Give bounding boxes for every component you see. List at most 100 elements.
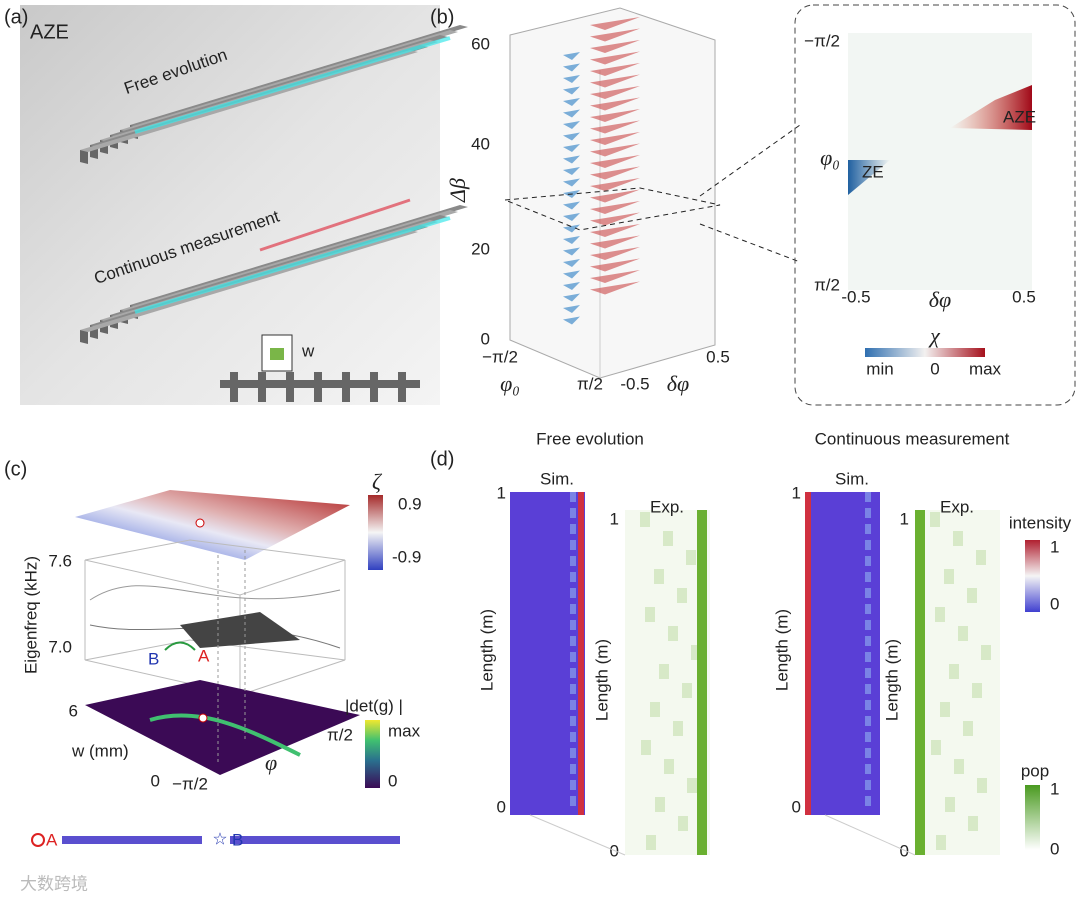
colorbar	[368, 495, 383, 570]
panel-text: Sim.	[835, 469, 869, 488]
z-tick-label: 7.0	[48, 637, 72, 656]
waveguide-arrays	[80, 25, 468, 344]
slice-blue	[563, 98, 580, 106]
tick-label: 0	[792, 797, 801, 816]
sim-cell	[570, 620, 576, 630]
waveguide-side	[80, 150, 88, 164]
sim-cell	[865, 524, 871, 534]
column-title: Continuous measurement	[815, 429, 1010, 448]
sim-cell	[865, 652, 871, 662]
sim-cell	[570, 636, 576, 646]
slice-red	[590, 97, 640, 111]
sim-cell	[570, 604, 576, 614]
zeta-plane	[75, 490, 350, 560]
panel-label: (b)	[430, 6, 454, 28]
w-tick-label: 6	[69, 701, 78, 720]
exp-cell	[640, 512, 650, 527]
slice-red	[590, 189, 640, 203]
slice-blue	[563, 247, 580, 256]
waveguide-side	[80, 330, 88, 344]
slice-blue	[563, 109, 580, 118]
sim-cell	[570, 492, 576, 502]
y-tick-label: 60	[471, 34, 490, 53]
exp-cell	[936, 835, 946, 850]
det-ridge	[149, 713, 301, 757]
x-tick-label: -0.5	[841, 287, 870, 306]
inset-gap	[270, 348, 284, 360]
sim-cell	[570, 684, 576, 694]
heatmaps: Sim. 1 0 Length (m) Exp. 1 0 Length (m) Sim. 1 0 Le…	[477, 469, 1000, 860]
slice-red	[590, 40, 640, 53]
slice-blue	[563, 155, 580, 164]
sim-cell	[570, 700, 576, 710]
exp-heatmap	[915, 510, 1000, 855]
sim-cell	[865, 732, 871, 742]
slice-blue	[563, 63, 580, 72]
exp-cell	[954, 759, 964, 774]
colorbar-tick: max	[969, 359, 1002, 378]
slice-red	[590, 109, 640, 122]
slice-red	[590, 63, 640, 76]
w-axis-label: w (mm)	[71, 741, 129, 760]
sim-cell	[865, 508, 871, 518]
colorbar-tick: 0	[388, 771, 397, 790]
point-label: B	[148, 649, 159, 668]
colorbar	[1025, 785, 1040, 850]
exp-cell	[935, 607, 945, 622]
sim-cell	[570, 508, 576, 518]
slice-red	[590, 281, 640, 295]
slice-red	[590, 258, 640, 272]
x-axis-label: δφ	[667, 371, 689, 396]
exp-cell	[654, 569, 664, 584]
slice-blue	[563, 52, 580, 60]
ze-region	[848, 160, 890, 195]
sim-cell	[570, 780, 576, 790]
x-tick-label: -0.5	[620, 374, 649, 393]
exp-cell	[981, 645, 991, 660]
exp-cell	[686, 550, 696, 565]
colorbar	[865, 348, 985, 357]
exp-cell	[673, 721, 683, 736]
mode-profile	[62, 836, 400, 844]
exp-heatmap	[625, 510, 710, 855]
sim-cell	[865, 540, 871, 550]
exp-cell	[931, 740, 941, 755]
point-a	[198, 713, 208, 723]
slice-red	[590, 143, 640, 157]
exp-cell	[668, 626, 678, 641]
det-plane	[85, 680, 360, 775]
sim-cell	[570, 748, 576, 758]
tick-label: 1	[610, 509, 619, 528]
sim-cell	[570, 668, 576, 678]
tick-label: 0	[497, 797, 506, 816]
inset-box	[261, 334, 293, 372]
mode-marker	[31, 833, 45, 847]
exp-cell	[968, 816, 978, 831]
annotation: ZE	[862, 162, 884, 181]
waveguide	[80, 230, 418, 332]
mode-marker: ☆	[212, 829, 227, 848]
surface-shadow	[180, 612, 300, 648]
zoom-line	[699, 124, 801, 197]
annotation: AZE	[1003, 107, 1036, 126]
panel-label: (a)	[4, 6, 28, 28]
waveguide	[80, 50, 418, 152]
slice-blue	[563, 270, 580, 279]
slice-blue	[563, 282, 580, 290]
panel-label: (c)	[4, 458, 27, 480]
slice-blue	[563, 132, 580, 141]
y-axis-label: Δβ	[445, 178, 470, 203]
colorbar-tick: -0.9	[392, 547, 421, 566]
exp-cell	[664, 759, 674, 774]
x-tick-label: 0.5	[1012, 287, 1036, 306]
slice-blue	[563, 201, 580, 210]
tick-label: 1	[792, 483, 801, 502]
slice-red	[590, 224, 640, 237]
zoom-frame	[794, 4, 1076, 406]
beam	[134, 36, 451, 134]
exp-edge	[915, 510, 925, 855]
watermark: 大数跨境	[20, 874, 88, 893]
slice-red	[590, 166, 640, 180]
exp-cell	[691, 645, 701, 660]
